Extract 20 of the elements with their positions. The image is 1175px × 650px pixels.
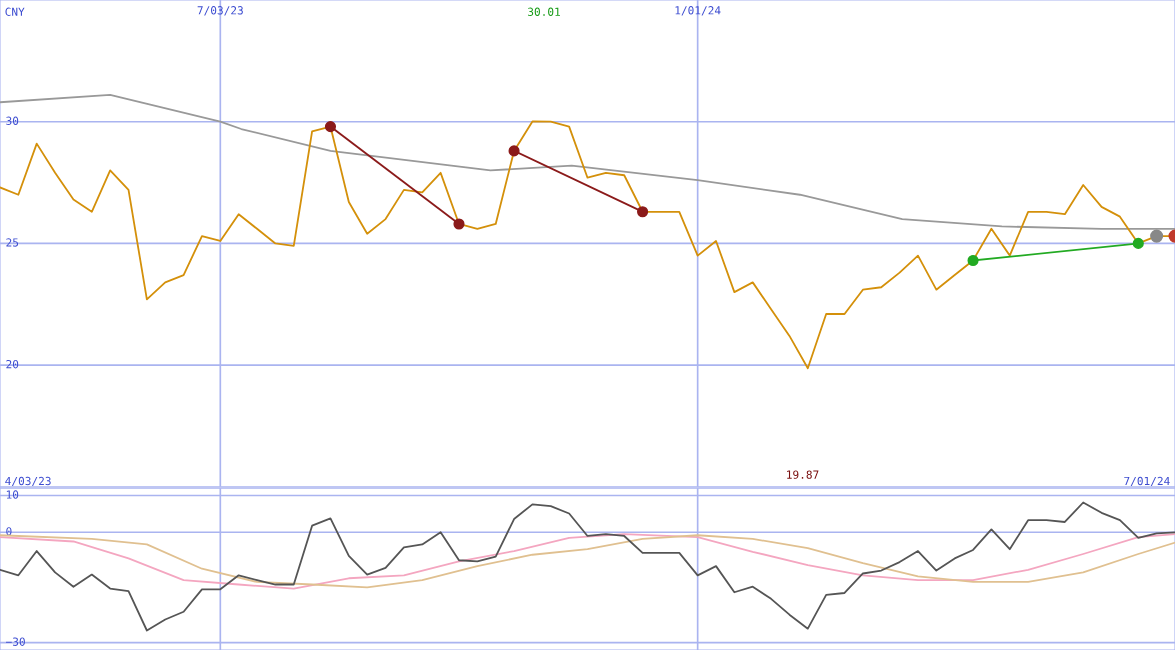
annotation: 19.87 — [787, 470, 819, 479]
annotation: 30.01 — [528, 7, 560, 16]
point — [637, 206, 649, 218]
point — [967, 254, 979, 267]
annotation: 4/03/23 — [5, 476, 51, 487]
x-tick-label: 1/01/24 — [675, 6, 721, 16]
y-axis-title: CNY — [5, 7, 25, 16]
annotation: 7/01/24 — [1124, 476, 1170, 487]
point — [508, 145, 520, 157]
y-tick-label: 25 — [6, 238, 19, 247]
line-series — [0, 501, 1175, 632]
y-tick-label: 0 — [6, 527, 12, 536]
y-tick-label: −30 — [6, 637, 25, 646]
point — [453, 218, 465, 230]
x-tick-label: 7/03/23 — [197, 6, 243, 16]
y-tick-label: 20 — [6, 359, 19, 369]
point — [324, 121, 337, 133]
point — [1132, 237, 1144, 249]
y-tick-label: 10 — [6, 490, 19, 499]
y-tick-label: 30 — [6, 116, 19, 125]
